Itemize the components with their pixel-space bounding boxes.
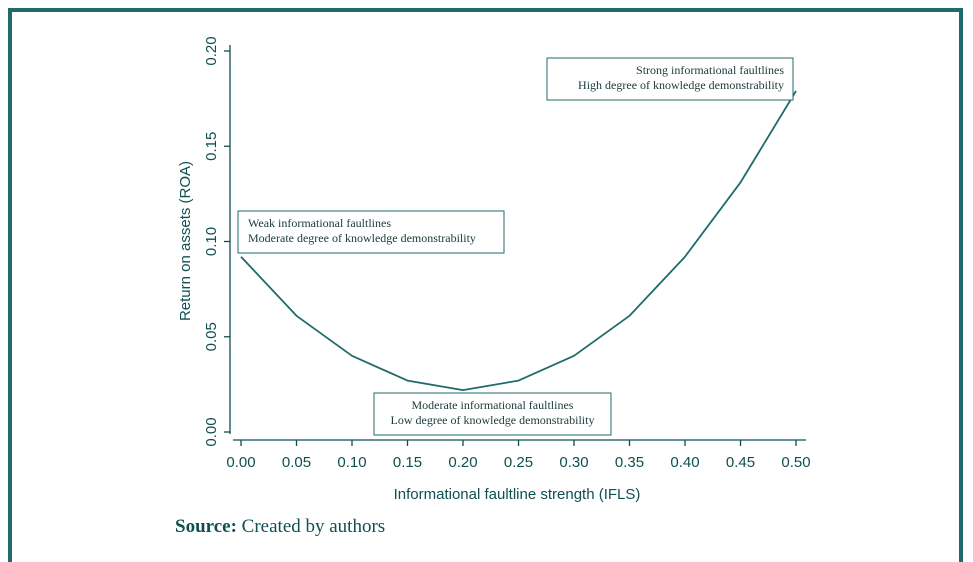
x-tick-label: 0.05: [282, 454, 311, 471]
source-label: Source:: [175, 516, 237, 537]
y-axis-title: Return on assets (ROA): [177, 161, 194, 321]
roa-ifls-line-chart: 0.00 0.05 0.10 0.15 0.20 0.25 0.30 0.35 0.40 0.45…: [177, 36, 811, 503]
x-tick-label: 0.10: [337, 454, 366, 471]
x-tick-label: 0.25: [504, 454, 533, 471]
annotation-line: Strong informational faultlines: [636, 63, 784, 77]
annotation-frame: [546, 57, 794, 101]
series-layer: [240, 90, 797, 392]
x-axis: 0.00 0.05 0.10 0.15 0.20 0.25 0.30 0.35 0.40 0.45…: [226, 439, 811, 471]
figure-frame: [8, 8, 963, 562]
source-text: Created by authors: [241, 516, 386, 537]
y-tick-label: 0.10: [203, 227, 220, 256]
annotation-line: Moderate informational faultlines: [412, 398, 574, 412]
series-line: [240, 90, 797, 392]
source-caption: Source: Created by authors: [175, 516, 385, 538]
x-tick-label: 0.50: [781, 454, 810, 471]
annotation-line: High degree of knowledge demonstrability: [578, 78, 784, 92]
annotation-frame: [237, 210, 505, 254]
x-tick-label: 0.30: [559, 454, 588, 471]
y-axis: 0.00 0.05 0.10 0.15 0.20: [203, 36, 231, 447]
y-tick-label: 0.15: [203, 132, 220, 161]
annotation-line: Weak informational faultlines: [248, 216, 391, 230]
annotation-line: Low degree of knowledge demonstrability: [391, 413, 595, 427]
x-axis-title: Informational faultline strength (IFLS): [394, 486, 641, 503]
x-tick-label: 0.35: [615, 454, 644, 471]
y-tick-label: 0.05: [203, 322, 220, 351]
annotation-line: Moderate degree of knowledge demonstrabi…: [248, 231, 476, 245]
x-tick-label: 0.00: [226, 454, 255, 471]
annotation-frame: [373, 392, 612, 436]
y-tick-label: 0.00: [203, 417, 220, 446]
y-tick-label: 0.20: [203, 36, 220, 65]
x-tick-label: 0.40: [670, 454, 699, 471]
x-tick-label: 0.20: [448, 454, 477, 471]
x-tick-label: 0.15: [393, 454, 422, 471]
x-tick-label: 0.45: [726, 454, 755, 471]
